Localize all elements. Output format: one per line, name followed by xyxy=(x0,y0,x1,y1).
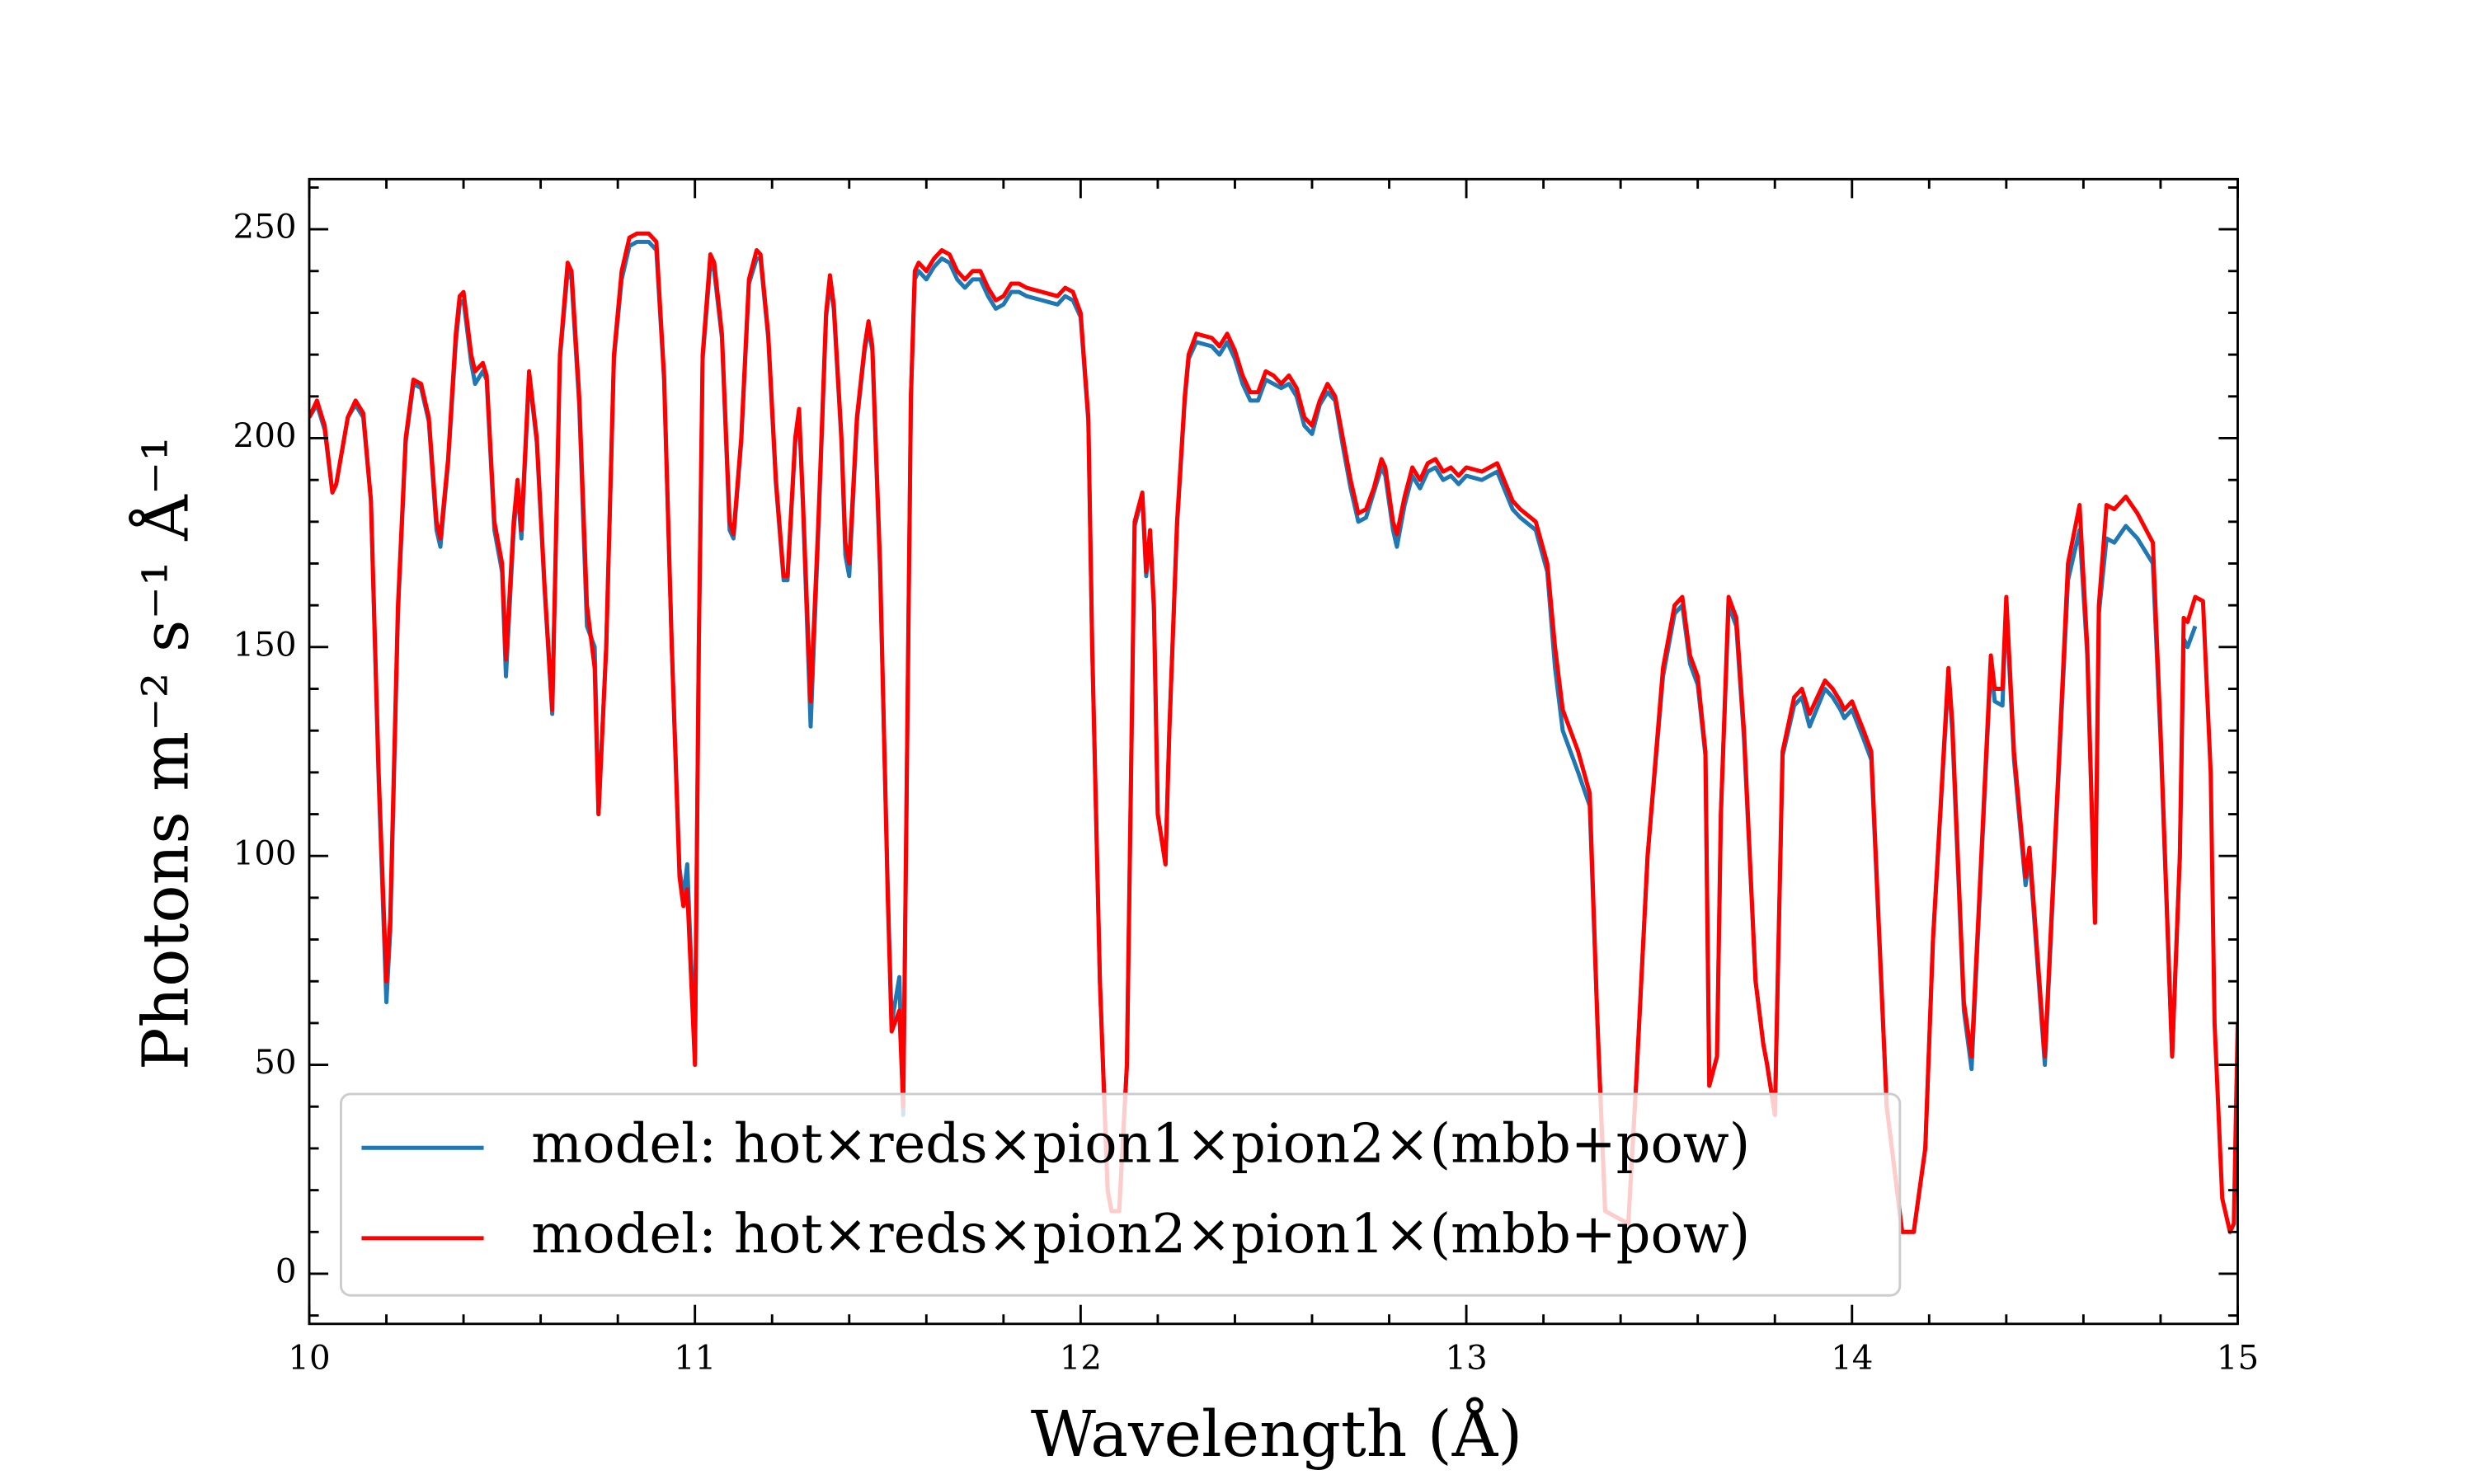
y-tick-label: 250 xyxy=(233,208,297,247)
x-tick-label: 15 xyxy=(2217,1339,2259,1378)
legend-box xyxy=(340,1092,1902,1297)
x-tick-label: 13 xyxy=(1445,1339,1487,1378)
x-axis-label: Wavelength (Å) xyxy=(1031,1397,1522,1472)
y-tick-label: 200 xyxy=(233,416,297,455)
x-tick-label: 14 xyxy=(1831,1339,1873,1378)
x-tick-label: 12 xyxy=(1060,1339,1102,1378)
y-tick-label: 150 xyxy=(233,625,297,664)
y-tick-label: 0 xyxy=(275,1252,297,1290)
axes-frame xyxy=(308,177,2239,1326)
legend: model: hot×reds×pion1×pion2×(mbb+pow) mod… xyxy=(340,1092,1902,1297)
y-tick-label: 100 xyxy=(233,834,297,873)
x-tick-label: 11 xyxy=(674,1339,716,1378)
plot-area xyxy=(309,231,2238,1234)
x-tick-label: 10 xyxy=(288,1339,330,1378)
y-axis-label: Photons m⁻² s⁻¹ Å⁻¹ xyxy=(129,436,204,1070)
legend-label: model: hot×reds×pion1×pion2×(mbb+pow) xyxy=(531,1112,1750,1175)
legend-label: model: hot×reds×pion2×pion1×(mbb+pow) xyxy=(531,1203,1750,1266)
y-tick-label: 50 xyxy=(254,1043,296,1082)
